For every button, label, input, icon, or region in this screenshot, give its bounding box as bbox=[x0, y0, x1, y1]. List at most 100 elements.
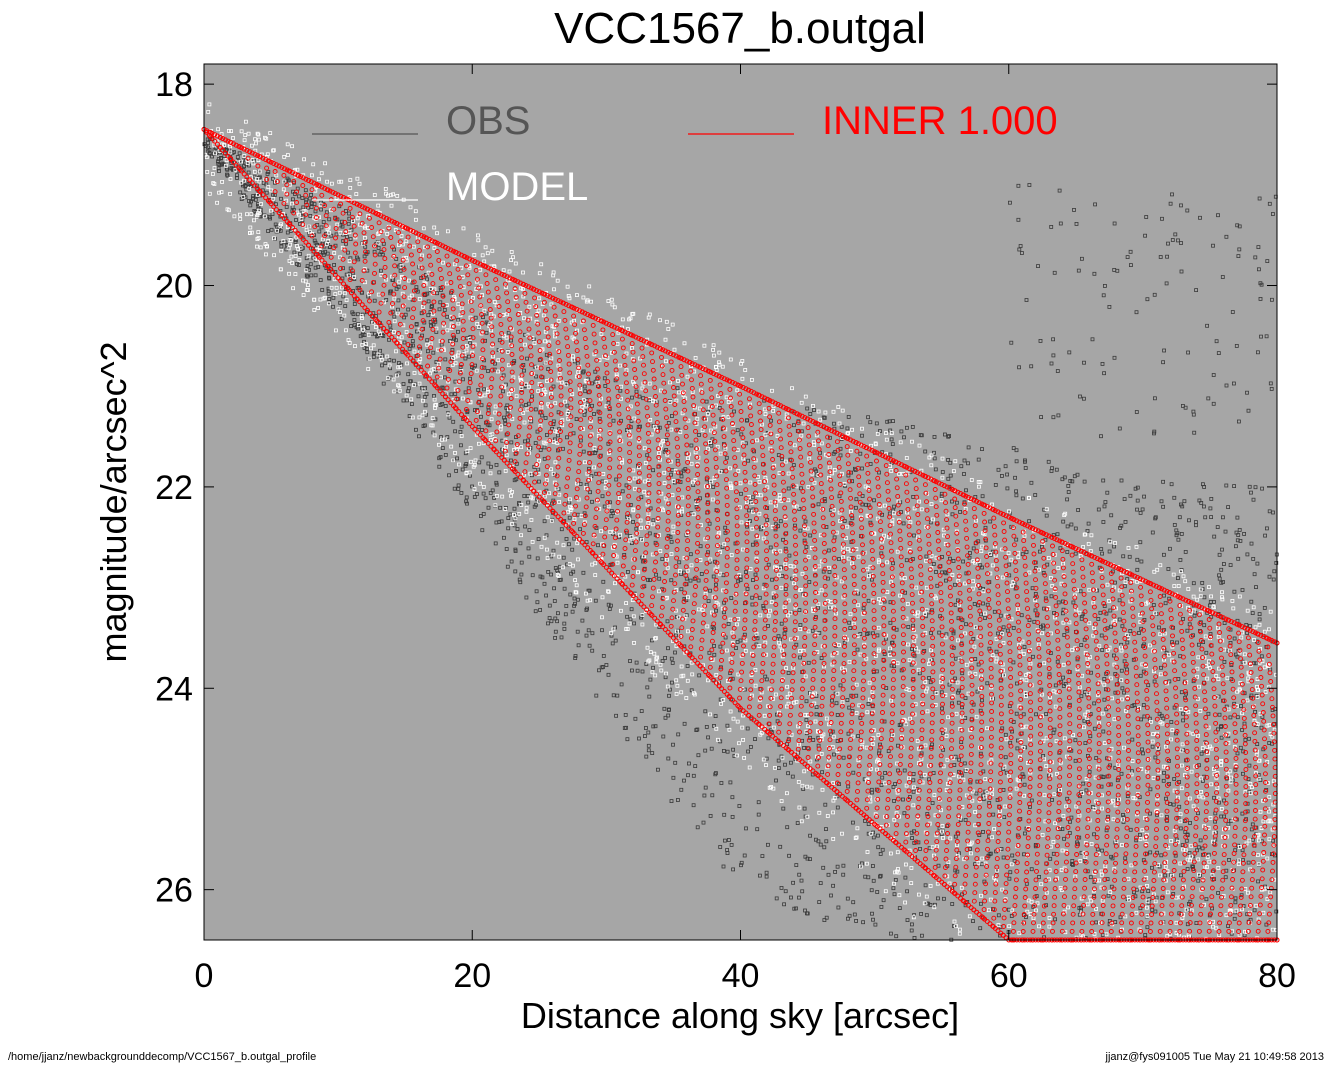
obs-point bbox=[603, 383, 608, 388]
obs-point bbox=[946, 476, 951, 481]
obs-point bbox=[1270, 708, 1275, 712]
obs-point bbox=[979, 901, 983, 906]
obs-point bbox=[968, 847, 972, 851]
obs-point bbox=[932, 456, 937, 461]
obs-point bbox=[723, 838, 727, 843]
obs-point bbox=[1067, 831, 1072, 835]
obs-point bbox=[956, 690, 960, 695]
obs-point bbox=[1065, 628, 1070, 633]
obs-point bbox=[347, 211, 351, 216]
obs-point bbox=[910, 424, 915, 429]
obs-point bbox=[732, 409, 736, 414]
obs-point bbox=[730, 815, 735, 819]
obs-point bbox=[1265, 526, 1269, 531]
obs-point bbox=[573, 654, 578, 658]
obs-point bbox=[486, 505, 491, 510]
obs-point bbox=[578, 481, 583, 486]
obs-point bbox=[460, 467, 465, 472]
obs-point bbox=[808, 533, 813, 538]
obs-point bbox=[689, 688, 694, 693]
obs-point bbox=[935, 583, 940, 588]
obs-point bbox=[1162, 593, 1166, 598]
obs-point bbox=[841, 863, 846, 868]
obs-point bbox=[1010, 853, 1015, 858]
obs-point bbox=[319, 207, 324, 212]
obs-point bbox=[735, 428, 740, 433]
obs-point bbox=[1119, 771, 1124, 776]
obs-point bbox=[799, 486, 803, 491]
obs-point bbox=[465, 501, 469, 506]
obs-point bbox=[339, 316, 344, 321]
obs-point bbox=[442, 375, 447, 380]
obs-point bbox=[807, 580, 812, 584]
obs-point bbox=[734, 646, 738, 650]
obs-point bbox=[1217, 576, 1222, 581]
obs-point bbox=[1125, 794, 1130, 798]
obs-point bbox=[814, 473, 819, 478]
obs-point bbox=[1247, 763, 1252, 768]
obs-point bbox=[533, 407, 538, 412]
obs-point bbox=[1240, 728, 1244, 732]
obs-point bbox=[266, 229, 271, 233]
obs-point bbox=[349, 227, 354, 232]
obs-point bbox=[437, 307, 442, 312]
obs-point bbox=[1113, 690, 1118, 695]
obs-point bbox=[1237, 528, 1242, 532]
obs-point bbox=[561, 555, 566, 560]
obs-point bbox=[594, 471, 599, 476]
obs-point bbox=[327, 217, 332, 222]
obs-point bbox=[1169, 482, 1174, 487]
obs-point bbox=[596, 543, 600, 548]
obs-point bbox=[871, 835, 876, 840]
obs-point bbox=[1233, 896, 1238, 901]
obs-point bbox=[1042, 606, 1046, 611]
obs-point bbox=[297, 194, 302, 199]
obs-point bbox=[298, 251, 302, 256]
obs-point bbox=[608, 500, 612, 505]
obs-point bbox=[456, 317, 461, 322]
obs-point bbox=[1181, 718, 1185, 723]
obs-point bbox=[580, 618, 585, 623]
obs-point bbox=[1171, 802, 1176, 807]
obs-point bbox=[400, 349, 405, 354]
obs-point bbox=[1071, 600, 1076, 605]
obs-point bbox=[899, 429, 904, 434]
obs-point bbox=[755, 827, 760, 832]
obs-point bbox=[332, 262, 337, 267]
obs-point bbox=[387, 337, 391, 342]
obs-point bbox=[614, 477, 619, 482]
obs-point bbox=[542, 445, 547, 450]
obs-point bbox=[1002, 815, 1007, 819]
obs-point bbox=[852, 912, 857, 917]
obs-point bbox=[735, 640, 740, 644]
obs-point bbox=[1223, 875, 1228, 880]
obs-point bbox=[738, 578, 743, 582]
obs-point bbox=[1102, 697, 1107, 702]
obs-point bbox=[519, 572, 524, 577]
obs-point bbox=[575, 629, 580, 634]
obs-point bbox=[538, 608, 542, 612]
obs-point bbox=[1257, 617, 1262, 622]
obs-point bbox=[235, 175, 239, 180]
obs-point bbox=[806, 660, 811, 665]
obs-point bbox=[650, 751, 655, 755]
obs-point bbox=[411, 343, 415, 348]
obs-point bbox=[556, 487, 561, 492]
obs-point bbox=[235, 155, 240, 160]
obs-point bbox=[532, 364, 537, 369]
obs-point bbox=[954, 656, 958, 661]
obs-point bbox=[805, 856, 810, 861]
obs-point bbox=[892, 504, 896, 509]
obs-point bbox=[1083, 741, 1088, 745]
obs-point bbox=[1185, 628, 1190, 633]
obs-point bbox=[1024, 550, 1029, 554]
obs-point bbox=[951, 559, 956, 563]
obs-point bbox=[1171, 892, 1176, 896]
obs-point bbox=[1232, 636, 1237, 641]
obs-point bbox=[972, 602, 977, 606]
obs-point bbox=[766, 842, 770, 847]
obs-point bbox=[1073, 551, 1078, 556]
plot-area bbox=[204, 64, 1277, 940]
obs-point bbox=[1117, 598, 1122, 603]
obs-point bbox=[205, 137, 210, 142]
